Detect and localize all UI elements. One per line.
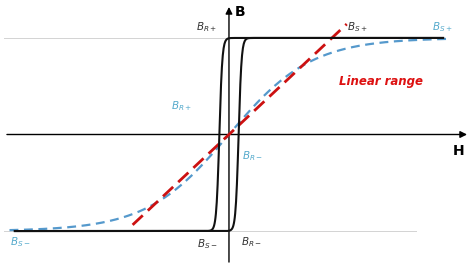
Text: $B_{S-}$: $B_{S-}$ (197, 237, 217, 251)
Text: $B_{R+}$: $B_{R+}$ (196, 21, 217, 34)
Text: B: B (234, 5, 245, 19)
Text: $B_{S+}$: $B_{S+}$ (346, 20, 367, 34)
Text: $B_{R-}$: $B_{R-}$ (241, 236, 262, 249)
Text: $B_{S-}$: $B_{S-}$ (9, 235, 30, 249)
Text: Linear range: Linear range (339, 75, 423, 88)
Text: $B_{R+}$: $B_{R+}$ (171, 100, 191, 113)
Text: $B_{S+}$: $B_{S+}$ (432, 20, 453, 34)
Text: $B_{R-}$: $B_{R-}$ (242, 149, 263, 163)
Text: H: H (453, 144, 465, 158)
